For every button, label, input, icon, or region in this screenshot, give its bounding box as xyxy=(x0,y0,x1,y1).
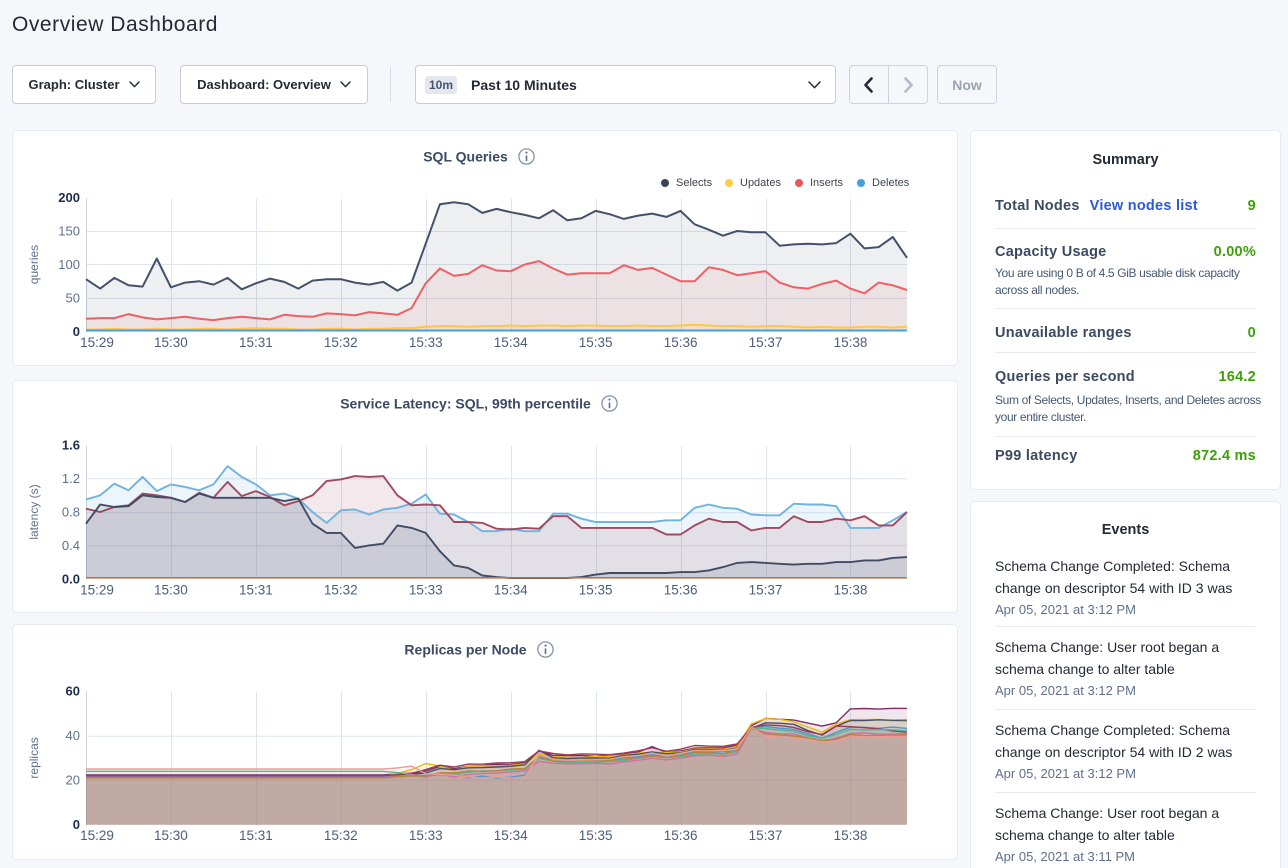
svg-text:20: 20 xyxy=(66,773,80,788)
svg-text:100: 100 xyxy=(58,257,80,272)
svg-text:15:35: 15:35 xyxy=(579,582,613,597)
svg-text:0: 0 xyxy=(73,817,80,832)
svg-text:40: 40 xyxy=(66,728,80,743)
svg-text:15:30: 15:30 xyxy=(154,828,188,843)
svg-text:0: 0 xyxy=(73,324,80,339)
svg-text:15:33: 15:33 xyxy=(409,335,443,350)
svg-text:15:33: 15:33 xyxy=(409,582,443,597)
svg-text:15:35: 15:35 xyxy=(579,335,613,350)
svg-text:15:32: 15:32 xyxy=(324,828,358,843)
svg-text:15:33: 15:33 xyxy=(409,828,443,843)
svg-text:15:38: 15:38 xyxy=(834,828,868,843)
svg-text:50: 50 xyxy=(66,291,80,306)
svg-text:15:29: 15:29 xyxy=(80,828,114,843)
svg-text:15:32: 15:32 xyxy=(324,582,358,597)
svg-text:latency (s): latency (s) xyxy=(27,484,41,539)
svg-text:15:36: 15:36 xyxy=(664,582,698,597)
svg-text:15:30: 15:30 xyxy=(154,582,188,597)
svg-text:15:38: 15:38 xyxy=(834,582,868,597)
svg-text:15:37: 15:37 xyxy=(749,582,783,597)
svg-text:15:31: 15:31 xyxy=(239,582,273,597)
svg-text:15:29: 15:29 xyxy=(80,582,114,597)
svg-text:0.0: 0.0 xyxy=(62,571,80,586)
svg-text:15:29: 15:29 xyxy=(80,335,114,350)
svg-text:60: 60 xyxy=(66,684,80,699)
svg-text:15:37: 15:37 xyxy=(749,335,783,350)
svg-text:queries: queries xyxy=(27,245,41,284)
svg-text:15:34: 15:34 xyxy=(494,828,528,843)
svg-text:150: 150 xyxy=(58,224,80,239)
svg-text:1.6: 1.6 xyxy=(62,437,80,452)
svg-text:replicas: replicas xyxy=(27,738,41,779)
svg-text:15:38: 15:38 xyxy=(834,335,868,350)
svg-text:1.2: 1.2 xyxy=(62,471,80,486)
svg-text:15:34: 15:34 xyxy=(494,582,528,597)
svg-text:0.4: 0.4 xyxy=(62,538,80,553)
svg-text:15:37: 15:37 xyxy=(749,828,783,843)
svg-text:15:30: 15:30 xyxy=(154,335,188,350)
svg-text:0.8: 0.8 xyxy=(62,504,80,519)
svg-text:15:34: 15:34 xyxy=(494,335,528,350)
svg-text:15:31: 15:31 xyxy=(239,335,273,350)
svg-text:15:35: 15:35 xyxy=(579,828,613,843)
svg-text:200: 200 xyxy=(58,190,80,205)
svg-text:15:36: 15:36 xyxy=(664,335,698,350)
svg-text:15:32: 15:32 xyxy=(324,335,358,350)
svg-text:15:36: 15:36 xyxy=(664,828,698,843)
svg-text:15:31: 15:31 xyxy=(239,828,273,843)
